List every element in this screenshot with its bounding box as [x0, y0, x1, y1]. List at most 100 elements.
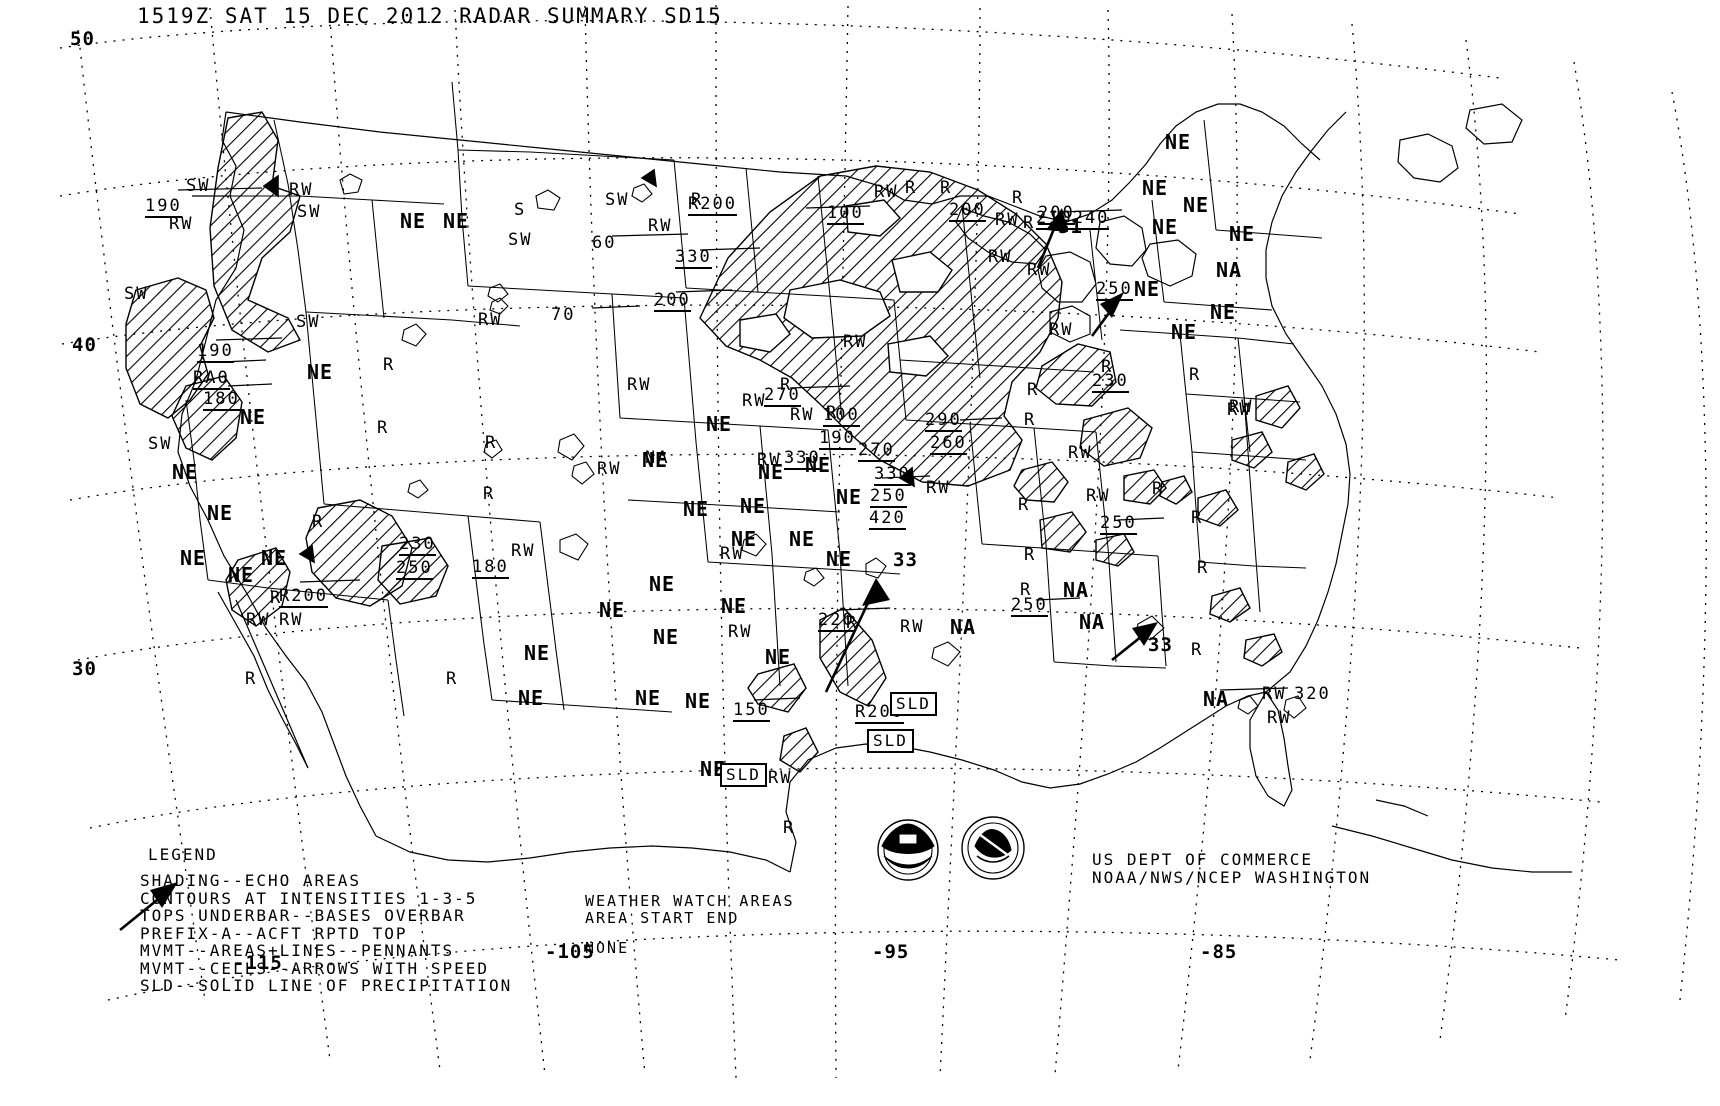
echo-type-label: NA [950, 615, 977, 639]
echo-type-label: R [1012, 188, 1025, 208]
echo-top-value: 100 [827, 203, 864, 225]
nws-logo [961, 816, 1025, 880]
legend-line: MVMT--AREAS+LINES--PENNANTS [140, 941, 455, 960]
echo-top-value: 190 [197, 341, 234, 363]
meridian-lines [77, 4, 1707, 1079]
echo-type-label: NE [805, 453, 832, 477]
echo-type-label: NE [642, 448, 669, 472]
latitude-label: 40 [72, 334, 97, 356]
echo-type-label: R [1024, 545, 1037, 565]
echo-type-label: NE [1229, 222, 1256, 246]
echo-top-value: 330 [874, 464, 911, 486]
echo-type-label: R [691, 190, 704, 210]
echo-top-value: 190 [819, 428, 856, 450]
echo-type-label: NE [721, 594, 748, 618]
echo-type-label: R [1018, 495, 1031, 515]
noaa-logo [877, 819, 939, 881]
echo-type-label: RW [648, 216, 673, 236]
echo-type-label: R [1027, 380, 1040, 400]
echo-type-label: NE [1152, 215, 1179, 239]
echo-type-label: NE [240, 405, 267, 429]
echo-type-label: RW [1068, 443, 1093, 463]
coastline [177, 103, 1572, 873]
echo-type-label: R [312, 512, 325, 532]
echo-top-value: 230 [399, 534, 436, 556]
echo-type-label: SW [297, 202, 322, 222]
echo-type-label: R [377, 418, 390, 438]
echo-type-label: R [1101, 357, 1114, 377]
echo-top-value: 330 [784, 448, 821, 470]
agency-credit: US DEPT OF COMMERCE NOAA/NWS/NCEP WASHIN… [1092, 851, 1371, 887]
weather-watch-block: WEATHER WATCH AREAS AREA START END NONE [585, 893, 795, 957]
pennant-leader-lines [177, 187, 1289, 701]
echo-type-label: RW [874, 182, 899, 202]
echo-type-label: NA [1063, 578, 1090, 602]
echo-type-label: NE [635, 686, 662, 710]
echo-top-value: 60 [592, 233, 617, 253]
echo-top-value: 100 [823, 405, 860, 427]
echo-type-label: RW [995, 210, 1020, 230]
cell-movement-arrows [119, 208, 1158, 932]
interior-latitude-label: 33 [1148, 634, 1173, 656]
echo-top-value: 270 [764, 385, 801, 407]
echo-type-label: RW [289, 180, 314, 200]
echo-type-label: NE [826, 547, 853, 571]
echo-type-label: RW [597, 459, 622, 479]
echo-type-label: R [783, 818, 796, 838]
legend-line: MVMT--CELLS--ARROWS WITH SPEED [140, 958, 489, 978]
echo-top-value: 250 [870, 486, 907, 508]
longitude-label: -115 [233, 952, 283, 974]
echo-type-label: R [1189, 365, 1202, 385]
echo-top-value: 250 [1100, 513, 1137, 535]
echo-type-label: RW [169, 214, 194, 234]
echo-type-label: NE [518, 686, 545, 710]
echo-top-value: 270 [858, 440, 895, 462]
echo-type-label: R [1024, 410, 1037, 430]
echo-type-label: RW [279, 610, 304, 630]
echo-top-value: 180 [472, 557, 509, 579]
echo-type-label: R [826, 403, 839, 423]
echo-type-label: RW [900, 617, 925, 637]
echo-type-label: NE [524, 641, 551, 665]
echo-type-label: RW [742, 391, 767, 411]
echo-type-label: R [485, 433, 498, 453]
echo-type-label: RW [720, 544, 745, 564]
echo-type-label: NE [261, 546, 288, 570]
echo-type-label: SW [605, 190, 630, 210]
movement-pennants [262, 168, 915, 564]
state-borders [185, 81, 1323, 717]
echo-type-label: R [1023, 213, 1036, 233]
echo-type-label: NE [653, 625, 680, 649]
legend-line: TOPS UNDERBAR--BASES OVERBAR [140, 906, 466, 925]
echo-top-value: 320 [1294, 684, 1331, 704]
echo-type-label: NE [731, 527, 758, 551]
echo-type-label: NA [1216, 258, 1243, 282]
echo-top-value: 250 [1011, 595, 1048, 617]
echo-type-label: SW [186, 176, 211, 196]
echo-top-value: 420 [869, 508, 906, 530]
echo-type-label: RW [511, 541, 536, 561]
latitude-label: 50 [70, 28, 95, 50]
echo-type-label: R [940, 178, 953, 198]
legend-line: PREFIX-A--ACFT RPTD TOP [140, 923, 408, 943]
echo-top-value: 180 [203, 389, 240, 411]
echo-type-label: SW [124, 284, 149, 304]
echo-top-value: R200 [279, 586, 328, 608]
sld-marker: SLD [720, 763, 767, 787]
echo-type-label: NE [207, 501, 234, 525]
echo-type-label: RW [757, 450, 782, 470]
latitude-label: 30 [72, 658, 97, 680]
echo-type-label: R [1191, 508, 1204, 528]
echo-type-label: NE [1165, 130, 1192, 154]
watch-heading: WEATHER WATCH AREAS [585, 892, 795, 910]
echo-top-value: 250 [1096, 279, 1133, 301]
watch-columns: AREA START END [585, 909, 740, 927]
echo-type-label: R [245, 669, 258, 689]
echo-top-value: 150 [733, 700, 770, 722]
echo-top-value: RA0 [193, 368, 230, 390]
echo-type-label: NE [740, 494, 767, 518]
echo-type-label: NE [1171, 320, 1198, 344]
longitude-label: -95 [872, 941, 910, 963]
echo-type-label: R [846, 613, 859, 633]
